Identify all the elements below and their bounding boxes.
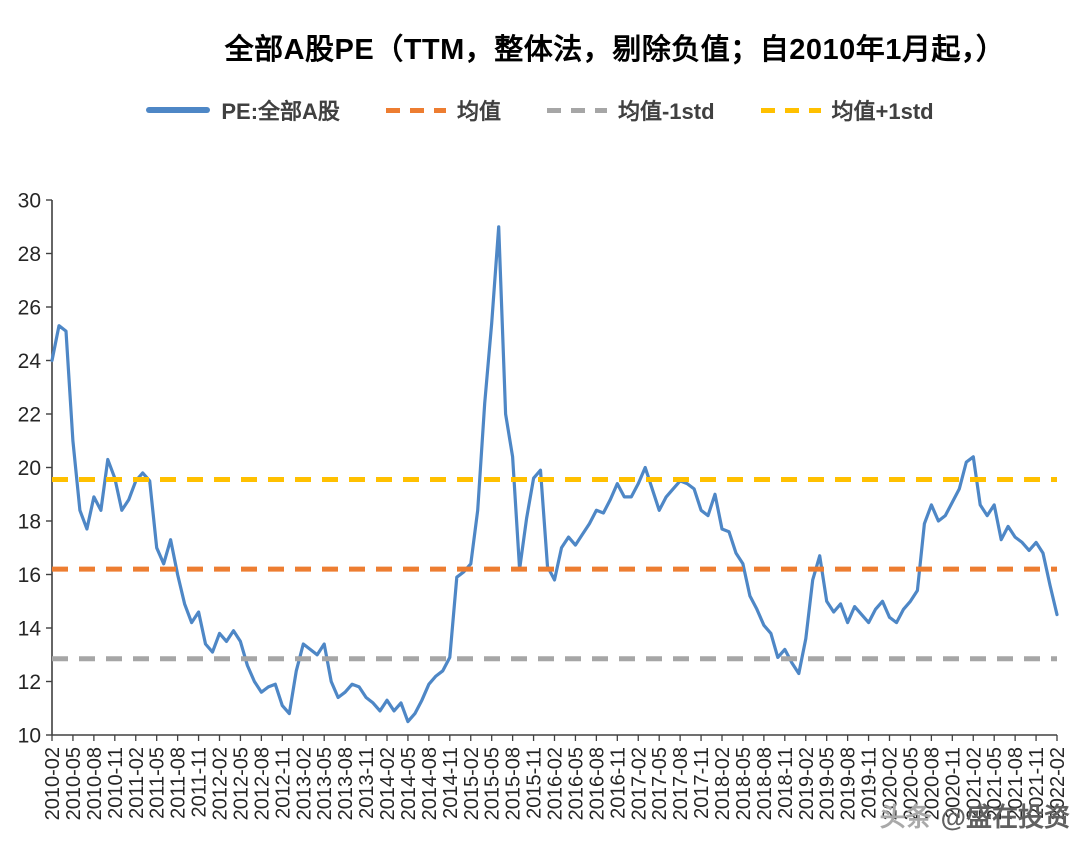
x-tick-label: 2016-02 <box>545 747 567 820</box>
x-axis-ticks: 2010-022010-052010-082010-112011-022011-… <box>42 735 1069 820</box>
x-tick-label: 2010-08 <box>84 747 106 820</box>
x-tick-label: 2021-11 <box>1026 747 1048 819</box>
x-tick-label: 2013-05 <box>314 747 336 820</box>
pe-series-line <box>50 225 1059 724</box>
legend-line-swatch-mean-minus-std <box>546 107 607 113</box>
x-tick-label: 2020-02 <box>880 747 902 820</box>
x-tick-label: 2015-02 <box>461 747 483 820</box>
x-tick-label: 2011-11 <box>189 747 211 817</box>
y-tick-label: 22 <box>18 403 41 426</box>
legend-label-pe: PE:全部A股 <box>221 99 340 124</box>
x-tick-label: 2019-05 <box>817 747 839 820</box>
x-tick-label: 2016-11 <box>607 747 629 819</box>
x-tick-label: 2020-08 <box>921 747 943 820</box>
y-tick-label: 10 <box>18 724 41 747</box>
x-tick-label: 2018-02 <box>712 747 734 820</box>
y-tick-label: 18 <box>18 510 41 533</box>
watermark-handle: @盛在投资 <box>940 802 1070 832</box>
legend-line-swatch-mean <box>385 107 446 113</box>
legend-item-mean: 均值 <box>385 94 501 126</box>
x-tick-label: 2013-02 <box>293 747 315 820</box>
x-tick-label: 2013-08 <box>335 747 357 820</box>
x-tick-label: 2012-05 <box>230 747 252 820</box>
x-tick-label: 2019-08 <box>838 747 860 820</box>
x-tick-label: 2012-08 <box>251 747 273 820</box>
x-tick-label: 2013-11 <box>356 747 378 819</box>
x-tick-label: 2017-11 <box>691 747 713 819</box>
legend-label-mean-minus-std: 均值-1std <box>617 99 715 124</box>
x-tick-label: 2015-08 <box>503 747 525 820</box>
x-tick-label: 2015-05 <box>482 747 504 820</box>
x-tick-label: 2010-11 <box>105 747 127 819</box>
legend-line-swatch-pe <box>146 107 211 113</box>
x-tick-label: 2016-05 <box>565 747 587 820</box>
x-tick-label: 2020-11 <box>942 747 964 819</box>
y-tick-label: 30 <box>18 189 41 212</box>
x-tick-label: 2017-08 <box>670 747 692 820</box>
watermark-source: 头条 <box>879 802 932 832</box>
legend-line-swatch-mean-plus-std <box>760 107 821 113</box>
legend-item-mean-minus-std: 均值-1std <box>546 94 715 126</box>
x-tick-label: 2014-11 <box>440 747 462 819</box>
x-tick-label: 2014-02 <box>377 747 399 820</box>
y-tick-label: 26 <box>18 296 41 319</box>
x-tick-label: 2018-08 <box>754 747 776 820</box>
x-tick-label: 2022-02 <box>1047 747 1069 820</box>
legend-label-mean: 均值 <box>456 99 501 124</box>
legend-item-mean-plus-std: 均值+1std <box>760 94 934 126</box>
x-tick-label: 2012-02 <box>210 747 232 820</box>
x-tick-label: 2011-05 <box>147 747 169 819</box>
x-tick-label: 2021-05 <box>984 747 1006 820</box>
chart-title: 全部A股PE（TTM，整体法，剔除负值；自2010年1月起，） <box>224 34 1006 66</box>
x-tick-label: 2019-02 <box>796 747 818 820</box>
x-tick-label: 2018-05 <box>733 747 755 820</box>
y-tick-label: 16 <box>18 564 41 587</box>
chart-legend: PE:全部A股 均值 均值-1std 均值+1std <box>0 94 1080 126</box>
x-tick-label: 2014-05 <box>398 747 420 820</box>
legend-label-mean-plus-std: 均值+1std <box>831 99 934 124</box>
legend-item-pe: PE:全部A股 <box>146 94 340 126</box>
axes <box>51 200 1057 736</box>
x-tick-label: 2012-11 <box>272 747 294 819</box>
watermark: 头条 @盛在投资 <box>880 797 1070 834</box>
x-tick-label: 2014-08 <box>419 747 441 820</box>
x-tick-label: 2011-02 <box>126 747 148 819</box>
y-tick-label: 28 <box>18 243 41 266</box>
x-tick-label: 2018-11 <box>775 747 797 819</box>
x-tick-label: 2019-11 <box>859 747 881 819</box>
y-axis-ticks: 10 12 14 16 18 20 22 24 26 28 30 <box>18 189 52 747</box>
y-tick-label: 24 <box>18 350 42 373</box>
x-tick-label: 2021-08 <box>1005 747 1027 820</box>
x-tick-label: 2017-05 <box>649 747 671 820</box>
x-tick-label: 2011-08 <box>168 747 190 819</box>
x-tick-label: 2010-02 <box>42 747 64 820</box>
x-tick-label: 2016-08 <box>586 747 608 820</box>
y-tick-label: 14 <box>18 617 42 640</box>
x-tick-label: 2015-11 <box>524 747 546 819</box>
y-tick-label: 12 <box>18 671 41 694</box>
x-tick-label: 2020-05 <box>900 747 922 820</box>
x-tick-label: 2021-02 <box>963 747 985 820</box>
y-tick-label: 20 <box>18 457 41 480</box>
x-tick-label: 2017-02 <box>628 747 650 820</box>
x-tick-label: 2010-05 <box>63 747 85 820</box>
